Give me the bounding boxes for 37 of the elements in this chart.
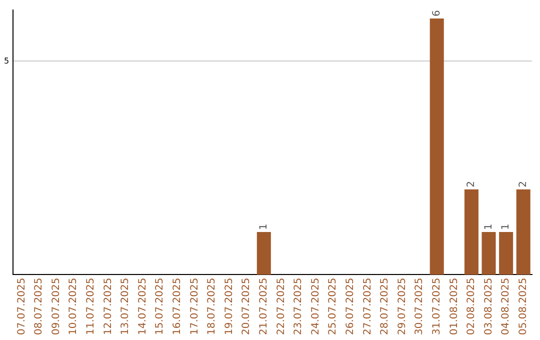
x-tick-label: 25.07.2025	[328, 278, 339, 336]
x-tick-label: 30.07.2025	[414, 278, 426, 336]
data-label: 2	[518, 180, 529, 188]
x-tick-label: 01.08.2025	[448, 278, 460, 336]
data-label: 1	[500, 224, 512, 230]
x-tick-label: 19.07.2025	[224, 278, 235, 336]
data-label: 6	[431, 10, 442, 17]
x-tick-label: 03.08.2025	[483, 278, 494, 336]
x-tick-label: 24.07.2025	[310, 278, 322, 336]
x-tick-label: 13.07.2025	[120, 278, 132, 336]
x-tick-label: 04.08.2025	[500, 278, 512, 336]
x-tick-label: 23.07.2025	[293, 278, 304, 336]
x-tick-label: 02.08.2025	[466, 278, 478, 336]
x-tick-label: 31.07.2025	[431, 278, 442, 336]
x-tick-label: 12.07.2025	[102, 278, 114, 336]
x-tick-label: 16.07.2025	[172, 278, 184, 336]
x-tick-label: 15.07.2025	[154, 278, 166, 336]
data-label: 2	[466, 180, 478, 188]
x-tick-label: 08.07.2025	[34, 278, 45, 336]
x-tick-label: 28.07.2025	[380, 278, 391, 336]
x-tick-label: 14.07.2025	[137, 278, 148, 336]
x-tick-label: 20.07.2025	[241, 278, 252, 336]
x-tick-label: 11.07.2025	[86, 278, 97, 336]
x-tick-label: 09.07.2025	[50, 278, 62, 336]
x-tick-label: 29.07.2025	[396, 278, 408, 336]
x-tick-label: 17.07.2025	[189, 278, 200, 336]
x-tick-label: 22.07.2025	[276, 278, 287, 336]
data-label: 1	[258, 224, 270, 230]
data-label: 1	[483, 224, 494, 230]
x-tick-label: 18.07.2025	[206, 278, 218, 336]
x-tick-label: 10.07.2025	[68, 278, 80, 336]
x-tick-label: 07.07.2025	[16, 278, 28, 336]
x-tick-label: 26.07.2025	[344, 278, 356, 336]
x-tick-label: 05.08.2025	[518, 278, 529, 336]
x-tick-label: 21.07.2025	[258, 278, 270, 336]
x-tick-label: 27.07.2025	[362, 278, 374, 336]
y-tick-label: 5	[4, 56, 10, 66]
